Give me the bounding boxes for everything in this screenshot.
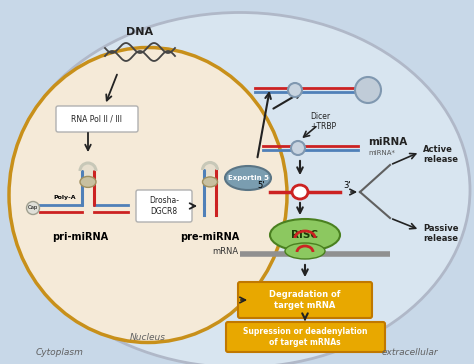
Text: Drosha-
DGCR8: Drosha- DGCR8 (149, 196, 179, 216)
Text: 3': 3' (343, 181, 351, 190)
Ellipse shape (80, 177, 96, 187)
Ellipse shape (270, 219, 340, 251)
Text: miRNA*: miRNA* (368, 150, 395, 156)
FancyBboxPatch shape (56, 106, 138, 132)
Text: Nucleus: Nucleus (130, 333, 166, 342)
Ellipse shape (81, 162, 95, 178)
Text: DNA: DNA (127, 27, 154, 37)
Ellipse shape (285, 243, 325, 259)
Text: RISC: RISC (292, 230, 319, 240)
Text: mRNA: mRNA (212, 248, 238, 257)
Text: pre-miRNA: pre-miRNA (181, 232, 240, 242)
Text: 5': 5' (257, 181, 265, 190)
Ellipse shape (225, 166, 271, 190)
Text: RNA Pol II / III: RNA Pol II / III (72, 115, 122, 123)
FancyBboxPatch shape (136, 190, 192, 222)
Text: Passive
release: Passive release (423, 224, 458, 244)
Ellipse shape (10, 12, 470, 364)
Ellipse shape (355, 77, 381, 103)
FancyBboxPatch shape (238, 282, 372, 318)
Text: pri-miRNA: pri-miRNA (52, 232, 108, 242)
Text: Supression or deadenylation
of target mRNAs: Supression or deadenylation of target mR… (243, 327, 367, 347)
Text: Exportin 5: Exportin 5 (228, 175, 268, 181)
Ellipse shape (292, 185, 308, 199)
Ellipse shape (291, 141, 305, 155)
Ellipse shape (288, 83, 302, 97)
Text: extracellular: extracellular (382, 348, 438, 357)
Text: Degradation of
target mRNA: Degradation of target mRNA (269, 290, 341, 310)
Ellipse shape (27, 202, 39, 214)
FancyBboxPatch shape (226, 322, 385, 352)
Text: Poly-A: Poly-A (54, 195, 76, 200)
Ellipse shape (203, 162, 217, 177)
Text: Cytoplasm: Cytoplasm (36, 348, 84, 357)
Text: Cap: Cap (28, 206, 38, 210)
Text: Active
release: Active release (423, 145, 458, 165)
Text: miRNA: miRNA (368, 137, 407, 147)
Ellipse shape (9, 47, 287, 343)
Text: Dicer
+TRBP: Dicer +TRBP (310, 112, 336, 131)
Ellipse shape (202, 177, 218, 187)
